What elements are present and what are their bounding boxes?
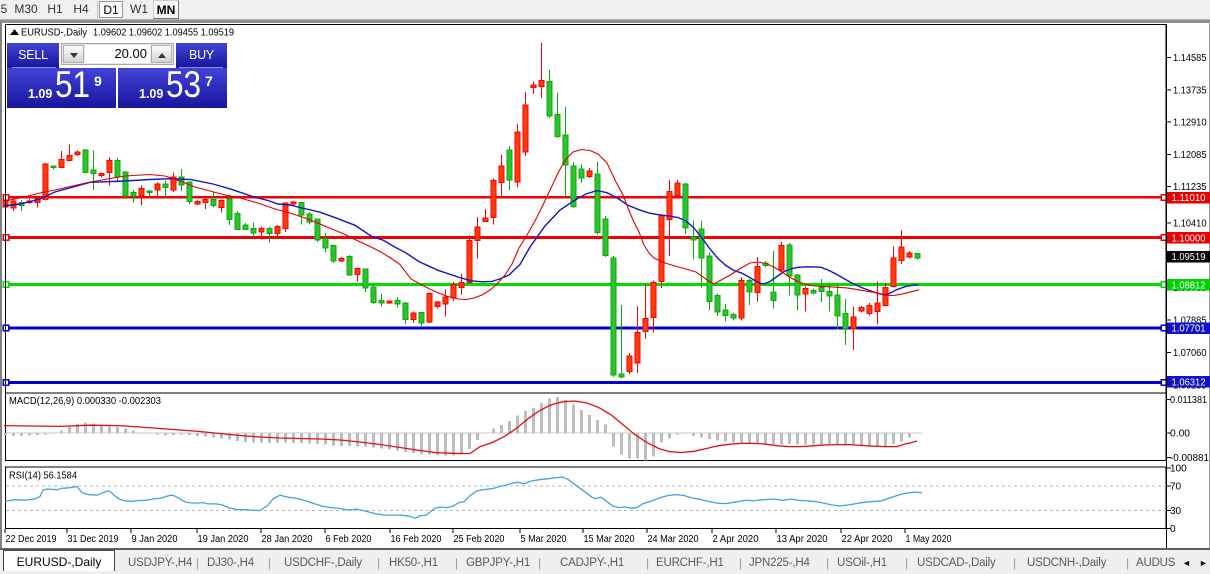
svg-text:0.011381: 0.011381 bbox=[1170, 395, 1207, 406]
svg-text:1.11235: 1.11235 bbox=[1173, 182, 1207, 193]
svg-text:1.12085: 1.12085 bbox=[1173, 150, 1207, 161]
svg-text:13 Apr 2020: 13 Apr 2020 bbox=[777, 534, 828, 545]
svg-text:1.06312: 1.06312 bbox=[1172, 377, 1206, 388]
svg-text:1.08812: 1.08812 bbox=[1172, 280, 1206, 291]
svg-text:1.13735: 1.13735 bbox=[1173, 86, 1207, 97]
svg-text:0.00: 0.00 bbox=[1170, 429, 1190, 440]
svg-text:100: 100 bbox=[1170, 463, 1187, 474]
svg-text:6 Feb 2020: 6 Feb 2020 bbox=[326, 534, 372, 545]
svg-text:30: 30 bbox=[1170, 506, 1182, 517]
svg-text:1.07885: 1.07885 bbox=[1173, 316, 1207, 327]
svg-text:19 Jan 2020: 19 Jan 2020 bbox=[198, 534, 249, 545]
svg-text:MACD(12,26,9) 0.000330 -0.0023: MACD(12,26,9) 0.000330 -0.002303 bbox=[9, 395, 161, 407]
svg-text:0: 0 bbox=[1170, 524, 1176, 535]
svg-text:RSI(14) 56.1584: RSI(14) 56.1584 bbox=[9, 470, 77, 482]
svg-text:1.09602 1.09602 1.09455 1.0951: 1.09602 1.09602 1.09455 1.09519 bbox=[93, 27, 234, 39]
svg-text:25 Feb 2020: 25 Feb 2020 bbox=[454, 534, 505, 545]
svg-text:5 Mar 2020: 5 Mar 2020 bbox=[521, 534, 567, 545]
svg-text:9 Jan 2020: 9 Jan 2020 bbox=[132, 534, 178, 545]
svg-text:1.10410: 1.10410 bbox=[1173, 218, 1207, 229]
svg-text:1 May 2020: 1 May 2020 bbox=[906, 534, 952, 545]
svg-text:1.12910: 1.12910 bbox=[1173, 118, 1207, 129]
svg-text:EURUSD-,Daily: EURUSD-,Daily bbox=[21, 27, 88, 39]
svg-text:70: 70 bbox=[1170, 482, 1182, 493]
svg-text:31 Dec 2019: 31 Dec 2019 bbox=[68, 534, 119, 545]
svg-text:2 Apr 2020: 2 Apr 2020 bbox=[713, 534, 759, 545]
svg-text:1.14585: 1.14585 bbox=[1173, 53, 1207, 64]
svg-text:28 Jan 2020: 28 Jan 2020 bbox=[262, 534, 313, 545]
svg-text:22 Apr 2020: 22 Apr 2020 bbox=[842, 534, 893, 545]
svg-text:24 Mar 2020: 24 Mar 2020 bbox=[648, 534, 699, 545]
svg-text:16 Feb 2020: 16 Feb 2020 bbox=[391, 534, 442, 545]
svg-text:1.11010: 1.11010 bbox=[1172, 193, 1206, 204]
svg-text:-0.00881: -0.00881 bbox=[1170, 453, 1209, 464]
svg-text:1.10000: 1.10000 bbox=[1172, 233, 1206, 244]
svg-text:22 Dec 2019: 22 Dec 2019 bbox=[6, 534, 57, 545]
svg-text:15 Mar 2020: 15 Mar 2020 bbox=[584, 534, 635, 545]
svg-text:1.07701: 1.07701 bbox=[1172, 324, 1206, 335]
svg-text:1.09519: 1.09519 bbox=[1172, 252, 1206, 263]
svg-text:1.07060: 1.07060 bbox=[1173, 348, 1207, 359]
